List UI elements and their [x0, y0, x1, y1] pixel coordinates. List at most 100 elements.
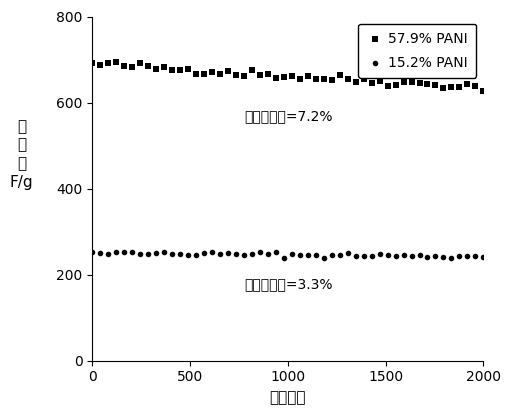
57.9% PANI — [455, 84, 463, 90]
57.9% PANI — [463, 81, 472, 88]
15.2% PANI — [240, 252, 248, 258]
15.2% PANI — [112, 249, 120, 255]
15.2% PANI — [216, 251, 224, 258]
57.9% PANI — [176, 67, 184, 74]
57.9% PANI — [408, 78, 416, 85]
57.9% PANI — [432, 82, 440, 89]
15.2% PANI — [359, 253, 368, 260]
15.2% PANI — [96, 250, 104, 257]
57.9% PANI — [184, 66, 192, 72]
15.2% PANI — [264, 251, 272, 258]
15.2% PANI — [472, 253, 480, 260]
57.9% PANI — [392, 82, 400, 89]
57.9% PANI — [224, 68, 232, 75]
15.2% PANI — [255, 249, 264, 256]
57.9% PANI — [248, 67, 256, 74]
57.9% PANI — [88, 59, 96, 66]
15.2% PANI — [319, 254, 328, 261]
57.9% PANI — [96, 62, 104, 68]
15.2% PANI — [224, 250, 232, 256]
15.2% PANI — [160, 249, 168, 255]
15.2% PANI — [439, 253, 447, 260]
15.2% PANI — [408, 253, 416, 259]
57.9% PANI — [264, 71, 272, 78]
57.9% PANI — [240, 73, 248, 79]
15.2% PANI — [312, 251, 320, 258]
15.2% PANI — [368, 253, 376, 260]
Text: 比
容
量
F/g: 比 容 量 F/g — [10, 119, 34, 190]
15.2% PANI — [375, 251, 383, 258]
57.9% PANI — [447, 84, 456, 91]
15.2% PANI — [232, 250, 240, 257]
Text: 容量损失率=3.3%: 容量损失率=3.3% — [245, 277, 333, 291]
15.2% PANI — [335, 251, 344, 258]
57.9% PANI — [255, 71, 264, 78]
15.2% PANI — [344, 250, 352, 257]
15.2% PANI — [479, 253, 487, 260]
57.9% PANI — [399, 79, 408, 86]
57.9% PANI — [423, 81, 432, 88]
57.9% PANI — [144, 62, 152, 69]
15.2% PANI — [128, 248, 136, 255]
57.9% PANI — [415, 80, 423, 87]
X-axis label: 循环周数: 循环周数 — [269, 390, 306, 405]
57.9% PANI — [216, 70, 224, 77]
57.9% PANI — [344, 76, 352, 83]
15.2% PANI — [104, 250, 112, 257]
57.9% PANI — [168, 67, 176, 73]
15.2% PANI — [399, 252, 408, 258]
57.9% PANI — [335, 72, 344, 78]
57.9% PANI — [295, 76, 304, 82]
57.9% PANI — [208, 69, 216, 76]
57.9% PANI — [479, 88, 487, 95]
57.9% PANI — [359, 75, 368, 82]
57.9% PANI — [128, 64, 136, 70]
15.2% PANI — [144, 250, 152, 257]
15.2% PANI — [328, 252, 336, 259]
15.2% PANI — [432, 253, 440, 260]
57.9% PANI — [104, 60, 112, 67]
15.2% PANI — [88, 249, 96, 255]
15.2% PANI — [120, 248, 128, 255]
57.9% PANI — [192, 71, 200, 78]
57.9% PANI — [472, 83, 480, 90]
15.2% PANI — [288, 250, 296, 257]
57.9% PANI — [319, 75, 328, 82]
57.9% PANI — [120, 63, 128, 69]
15.2% PANI — [352, 253, 360, 259]
57.9% PANI — [136, 60, 144, 67]
15.2% PANI — [280, 255, 288, 261]
15.2% PANI — [272, 249, 280, 256]
15.2% PANI — [304, 252, 312, 258]
15.2% PANI — [295, 251, 304, 258]
15.2% PANI — [208, 249, 216, 255]
15.2% PANI — [455, 253, 463, 259]
57.9% PANI — [200, 71, 208, 78]
57.9% PANI — [375, 77, 383, 84]
Legend: 57.9% PANI, 15.2% PANI: 57.9% PANI, 15.2% PANI — [358, 24, 477, 78]
57.9% PANI — [312, 75, 320, 82]
57.9% PANI — [439, 85, 447, 92]
57.9% PANI — [232, 71, 240, 78]
15.2% PANI — [415, 251, 423, 258]
57.9% PANI — [288, 72, 296, 79]
15.2% PANI — [136, 251, 144, 258]
15.2% PANI — [176, 250, 184, 257]
57.9% PANI — [152, 65, 160, 72]
15.2% PANI — [184, 252, 192, 258]
57.9% PANI — [160, 64, 168, 70]
57.9% PANI — [368, 80, 376, 87]
15.2% PANI — [152, 250, 160, 256]
15.2% PANI — [248, 250, 256, 257]
15.2% PANI — [392, 253, 400, 260]
15.2% PANI — [423, 254, 432, 260]
57.9% PANI — [352, 79, 360, 85]
Text: 容量损失率=7.2%: 容量损失率=7.2% — [245, 110, 333, 124]
57.9% PANI — [304, 73, 312, 79]
15.2% PANI — [447, 255, 456, 261]
15.2% PANI — [200, 250, 208, 256]
57.9% PANI — [272, 75, 280, 82]
15.2% PANI — [463, 253, 472, 260]
57.9% PANI — [112, 59, 120, 65]
57.9% PANI — [328, 77, 336, 83]
